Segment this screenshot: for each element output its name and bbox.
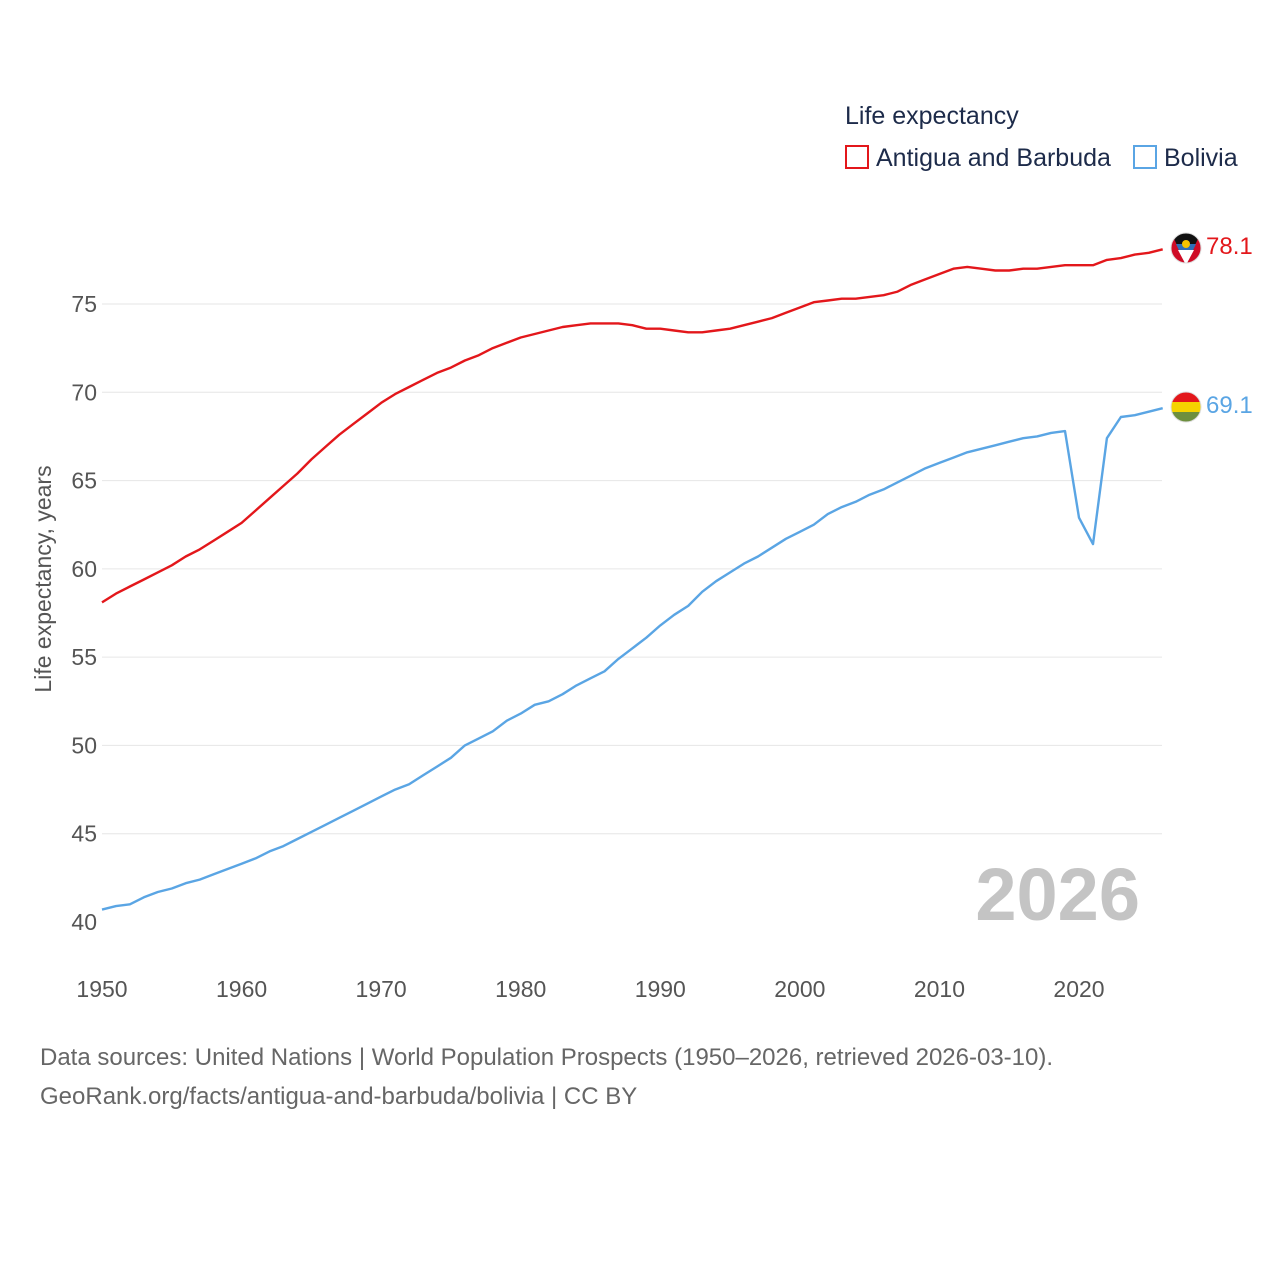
x-tick-label: 1950	[76, 976, 127, 1002]
y-tick-label: 45	[71, 821, 97, 847]
end-label-antigua: 78.1	[1206, 233, 1253, 260]
x-tick-label: 2010	[914, 976, 965, 1002]
x-tick-label: 1990	[635, 976, 686, 1002]
y-tick-label: 70	[71, 379, 97, 405]
x-tick-label: 1980	[495, 976, 546, 1002]
flag-antigua-icon	[1170, 232, 1202, 264]
series-line-bolivia[interactable]	[101, 407, 1163, 911]
y-tick-label: 50	[71, 732, 97, 758]
legend-swatch-bolivia[interactable]	[1133, 145, 1157, 169]
grid	[102, 303, 1162, 835]
legend-swatch-antigua[interactable]	[845, 145, 869, 169]
x-tick-label: 2000	[774, 976, 825, 1002]
y-tick-label: 75	[71, 291, 97, 317]
series-group	[101, 248, 1163, 911]
series-line-antigua[interactable]	[101, 248, 1163, 604]
y-tick-label: 65	[71, 468, 97, 494]
y-axis-ticks: 40 45 50 55 60 65 70 75	[71, 291, 97, 935]
source-line: Data sources: United Nations | World Pop…	[40, 1044, 1054, 1071]
y-tick-label: 60	[71, 556, 97, 582]
y-tick-label: 55	[71, 644, 97, 670]
year-watermark: 2026	[975, 853, 1140, 936]
flag-bolivia-icon	[1170, 391, 1202, 423]
x-tick-label: 1970	[356, 976, 407, 1002]
source-link[interactable]: GeoRank.org/facts/antigua-and-barbuda/bo…	[40, 1083, 638, 1110]
legend-label-antigua[interactable]: Antigua and Barbuda	[876, 144, 1111, 172]
legend-title: Life expectancy	[845, 102, 1019, 130]
y-axis-title: Life expectancy, years	[30, 465, 56, 692]
x-tick-label: 1960	[216, 976, 267, 1002]
x-tick-label: 2020	[1053, 976, 1104, 1002]
legend-label-bolivia[interactable]: Bolivia	[1164, 144, 1238, 172]
end-label-bolivia: 69.1	[1206, 392, 1253, 419]
x-axis-ticks: 1950 1960 1970 1980 1990 2000 2010 2020	[76, 976, 1104, 1002]
y-tick-label: 40	[71, 909, 97, 935]
